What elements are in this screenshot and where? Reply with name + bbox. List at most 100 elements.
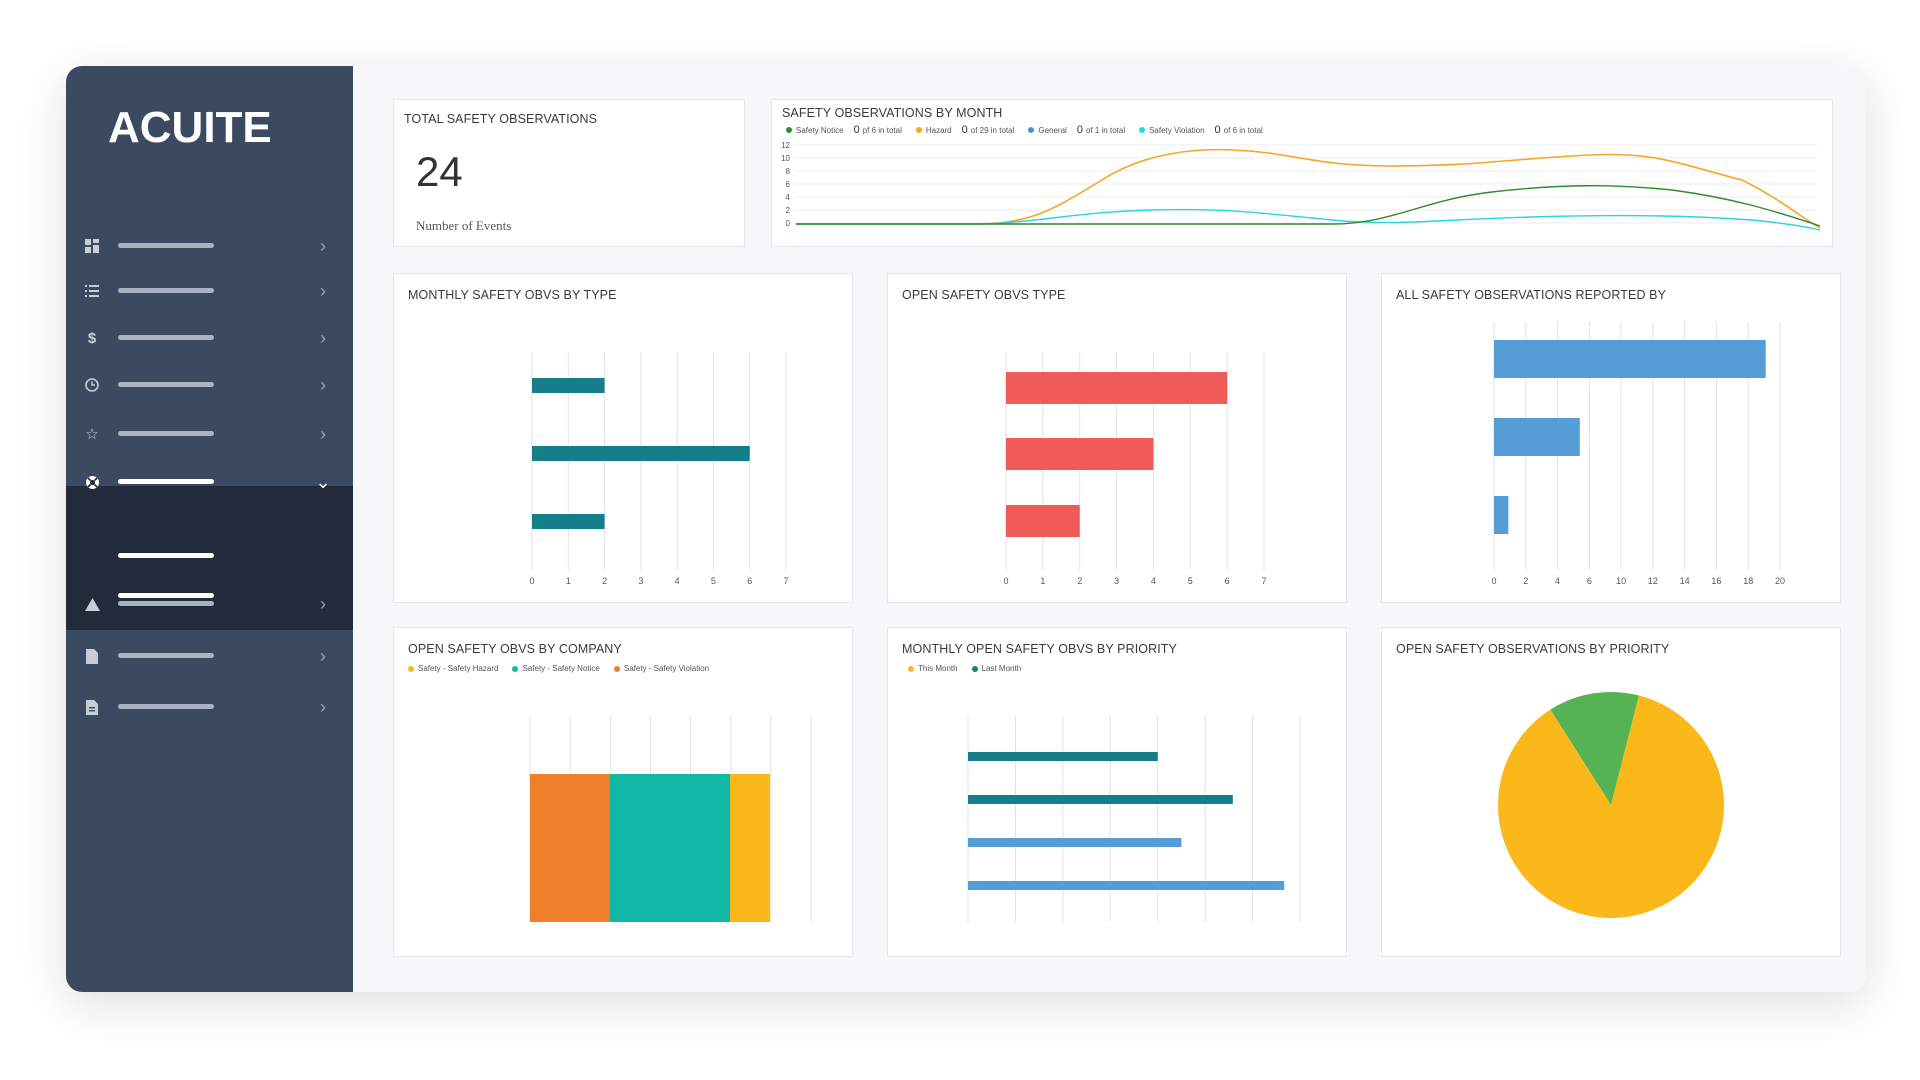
chevron-right-icon: › <box>320 646 326 666</box>
legend-item[interactable]: Safety - Safety Hazard <box>408 664 498 673</box>
monthly-chart-title: SAFETY OBSERVATIONS BY MONTH <box>782 106 1003 120</box>
bar <box>532 446 750 461</box>
y-tick: 0 <box>786 219 791 228</box>
sidebar-item-files[interactable]: › <box>66 636 353 676</box>
x-tick-label: 2 <box>602 576 607 586</box>
y-tick: 2 <box>786 206 791 215</box>
stacked-segment <box>610 774 730 922</box>
chart-card-monthly-priority: MONTHLY OPEN SAFETY OBVS BY PRIORITY Thi… <box>887 627 1347 957</box>
legend-item[interactable]: General 0 of 1 in total <box>1028 124 1125 136</box>
x-tick-label: 12 <box>1648 576 1658 586</box>
legend-item[interactable]: Safety Violation 0 of 6 in total <box>1139 124 1263 136</box>
kpi-value: 24 <box>416 148 463 195</box>
sidebar-subitem-2[interactable] <box>118 593 214 598</box>
x-tick-label: 4 <box>1151 576 1156 586</box>
chart-card-by-company: OPEN SAFETY OBVS BY COMPANY Safety - Saf… <box>393 627 853 957</box>
bar <box>1494 418 1580 456</box>
sidebar-item-list[interactable]: › <box>66 271 353 311</box>
pie-chart <box>1498 692 1724 918</box>
x-tick-label: 1 <box>566 576 571 586</box>
sidebar: ACUITE › › $ › › ☆ › <box>66 66 353 992</box>
company-legend: Safety - Safety Hazard Safety - Safety N… <box>408 664 723 673</box>
chart-title: OPEN SAFETY OBVS TYPE <box>902 288 1066 302</box>
sidebar-item-billing[interactable]: $ › <box>66 318 353 358</box>
file-icon <box>84 648 100 664</box>
chart-title: OPEN SAFETY OBVS BY COMPANY <box>408 642 622 656</box>
warning-icon <box>84 596 100 612</box>
monthly-chart-card: SAFETY OBSERVATIONS BY MONTH Safety Noti… <box>771 99 1833 247</box>
sidebar-item-history[interactable]: › <box>66 365 353 405</box>
legend-dot <box>786 127 792 133</box>
sidebar-subitem-1[interactable] <box>118 553 214 558</box>
chart-card-reported-by: ALL SAFETY OBSERVATIONS REPORTED BY 0 2 4 6… <box>1381 273 1841 603</box>
bar <box>968 795 1233 804</box>
legend-item[interactable]: This Month <box>908 664 958 673</box>
x-tick-label: 18 <box>1743 576 1753 586</box>
x-tick-label: 3 <box>638 576 643 586</box>
hbar-chart: 0 2 4 6 10 12 14 16 18 20 <box>1491 322 1785 586</box>
x-tick-label: 6 <box>747 576 752 586</box>
bar <box>1494 496 1509 534</box>
x-tick-label: 5 <box>1188 576 1193 586</box>
x-tick-label: 4 <box>1555 576 1560 586</box>
pie-slice <box>1550 692 1639 805</box>
acuite-logo[interactable]: ACUITE <box>108 103 278 153</box>
kpi-card: TOTAL SAFETY OBSERVATIONS 24 Number of E… <box>393 99 745 247</box>
x-tick-label: 2 <box>1077 576 1082 586</box>
sidebar-item-documents[interactable]: › <box>66 687 353 727</box>
sidebar-item-label <box>118 335 214 340</box>
lifebuoy-icon <box>84 474 100 490</box>
stacked-segment <box>530 774 610 922</box>
legend-item[interactable]: Last Month <box>971 664 1021 673</box>
hbar-chart <box>967 716 1301 922</box>
logo-text: ACUITE <box>108 104 272 148</box>
bar <box>968 881 1285 890</box>
legend-item[interactable]: Hazard 0 of 29 in total <box>915 124 1014 136</box>
sidebar-item-label <box>118 704 214 709</box>
monthly-line-chart: 12 10 8 6 4 2 0 <box>781 141 1821 231</box>
chart-title: MONTHLY OPEN SAFETY OBVS BY PRIORITY <box>902 642 1177 656</box>
chevron-right-icon: › <box>320 697 326 717</box>
bar <box>1494 340 1766 378</box>
chevron-down-icon: ⌄ <box>315 472 331 492</box>
legend-item[interactable]: Safety - Safety Notice <box>512 664 600 673</box>
x-tick-label: 0 <box>1003 576 1008 586</box>
x-tick-label: 0 <box>1491 576 1496 586</box>
x-tick-label: 7 <box>783 576 788 586</box>
monthly-legend: Safety Notice 0 pf 6 in total Hazard 0 of 29… <box>786 124 1277 136</box>
chart-card-monthly-by-type: MONTHLY SAFETY OBVS BY TYPE 0 1 2 3 4 5 6 7 <box>393 273 853 603</box>
chevron-right-icon: › <box>320 424 326 444</box>
sidebar-item-label <box>118 479 214 484</box>
chevron-right-icon: › <box>320 328 326 348</box>
y-tick: 10 <box>781 154 790 163</box>
list-icon <box>84 283 100 299</box>
pie-slice <box>1498 695 1724 918</box>
x-tick-label: 7 <box>1261 576 1266 586</box>
hbar-chart: 0 1 2 3 4 5 6 7 <box>529 352 789 586</box>
sidebar-item-favorites[interactable]: ☆ › <box>66 414 353 454</box>
app-window: ACUITE › › $ › › ☆ › <box>66 66 1866 992</box>
bar <box>1006 438 1154 470</box>
chevron-right-icon: › <box>320 594 326 614</box>
nav-active-group <box>66 486 353 630</box>
bar <box>968 752 1158 761</box>
chevron-right-icon: › <box>320 281 326 301</box>
sidebar-item-dashboard[interactable]: › <box>66 226 353 266</box>
x-tick-label: 4 <box>675 576 680 586</box>
series-line-hazard <box>796 148 1821 229</box>
stacked-segment <box>730 774 770 922</box>
sidebar-item-label <box>118 288 214 293</box>
chart-card-open-type: OPEN SAFETY OBVS TYPE 0 1 2 3 4 5 6 7 <box>887 273 1347 603</box>
sidebar-item-alerts[interactable]: › <box>66 584 353 624</box>
kpi-title: TOTAL SAFETY OBSERVATIONS <box>404 112 598 126</box>
legend-item[interactable]: Safety - Safety Violation <box>613 664 709 673</box>
sidebar-item-label <box>118 653 214 658</box>
x-tick-label: 10 <box>1616 576 1626 586</box>
dashboard-icon <box>84 238 100 254</box>
sidebar-item-safety[interactable]: ⌄ <box>66 462 353 502</box>
hbar-chart: 0 1 2 3 4 5 6 7 <box>1003 352 1267 586</box>
priority-legend: This Month Last Month <box>908 664 1035 673</box>
legend-item[interactable]: Safety Notice 0 pf 6 in total <box>786 124 902 136</box>
legend-dot <box>1028 127 1035 133</box>
x-tick-label: 6 <box>1587 576 1592 586</box>
